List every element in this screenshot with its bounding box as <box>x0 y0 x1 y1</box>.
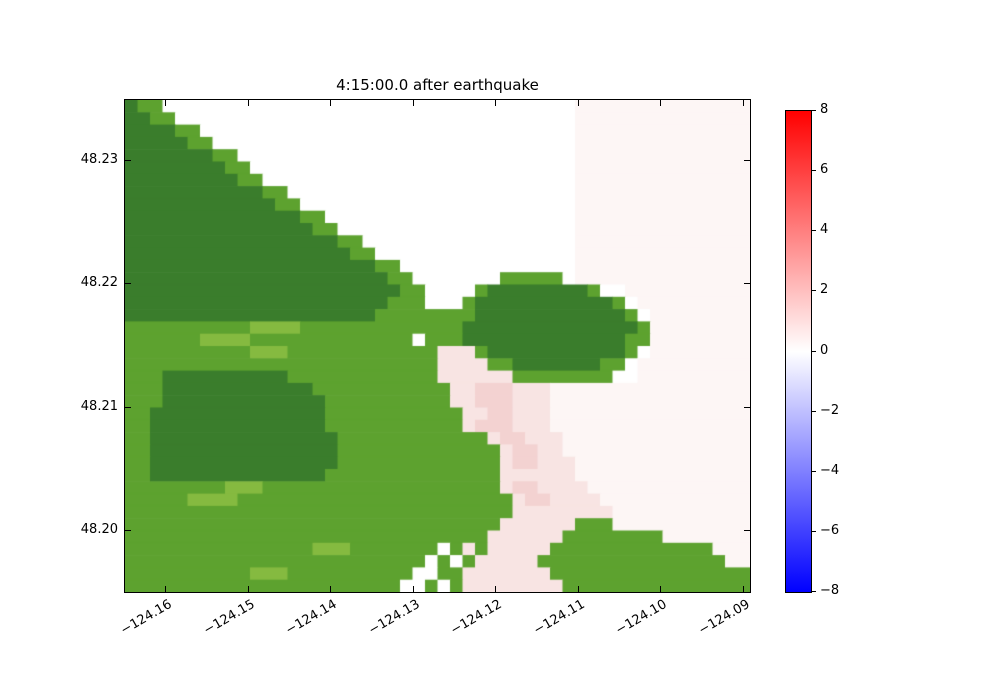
colorbar-tick-mark <box>812 591 816 592</box>
colorbar-tick-label: 6 <box>820 162 829 178</box>
colorbar-tick-mark <box>812 290 816 292</box>
colorbar-tick-label: 0 <box>820 342 829 358</box>
x-tick-mark <box>330 586 331 592</box>
x-tick-mark <box>165 586 166 592</box>
x-tick-mark <box>165 100 166 106</box>
colorbar-tick-label: −8 <box>820 583 840 598</box>
y-tick-label: 48.20 <box>80 521 118 537</box>
y-tick-label: 48.21 <box>80 398 118 414</box>
colorbar-tick-label: 8 <box>820 102 829 117</box>
x-tick-mark <box>495 100 496 106</box>
y-tick-label: 48.23 <box>80 152 118 167</box>
colorbar-tick-mark <box>812 410 816 412</box>
y-tick-mark <box>744 529 750 531</box>
colorbar-gradient <box>786 111 811 592</box>
colorbar-tick-label: 4 <box>820 222 829 238</box>
plot-area <box>124 99 751 593</box>
x-tick-mark <box>330 100 331 106</box>
y-tick-mark <box>744 160 750 161</box>
x-tick-mark <box>577 100 579 106</box>
x-tick-mark <box>577 586 579 592</box>
y-tick-mark <box>125 529 131 531</box>
y-tick-mark <box>744 406 750 408</box>
y-tick-mark <box>125 283 131 285</box>
x-tick-mark <box>247 100 249 106</box>
colorbar-tick-mark <box>812 470 816 472</box>
x-tick-mark <box>742 100 744 106</box>
x-tick-mark <box>412 586 414 592</box>
y-tick-mark <box>125 160 131 161</box>
colorbar-tick-label: −6 <box>820 522 840 538</box>
y-tick-mark <box>125 406 131 408</box>
x-tick-mark <box>660 100 661 106</box>
x-tick-mark <box>660 586 661 592</box>
chart-title: 4:15:00.0 after earthquake <box>336 76 539 94</box>
x-tick-mark <box>247 586 249 592</box>
x-tick-mark <box>412 100 414 106</box>
colorbar <box>785 110 812 593</box>
colorbar-tick-label: −4 <box>820 462 840 478</box>
colorbar-tick-mark <box>812 230 816 232</box>
colorbar-tick-label: 2 <box>820 282 829 298</box>
y-tick-label: 48.22 <box>80 275 118 291</box>
x-tick-mark <box>742 586 744 592</box>
x-tick-mark <box>495 586 496 592</box>
y-tick-mark <box>744 283 750 285</box>
colorbar-tick-mark <box>812 110 816 111</box>
colorbar-tick-mark <box>812 170 816 172</box>
colorbar-tick-mark <box>812 530 816 532</box>
colorbar-tick-mark <box>812 350 816 352</box>
colorbar-tick-label: −2 <box>820 402 840 418</box>
heatmap-canvas <box>125 100 750 592</box>
